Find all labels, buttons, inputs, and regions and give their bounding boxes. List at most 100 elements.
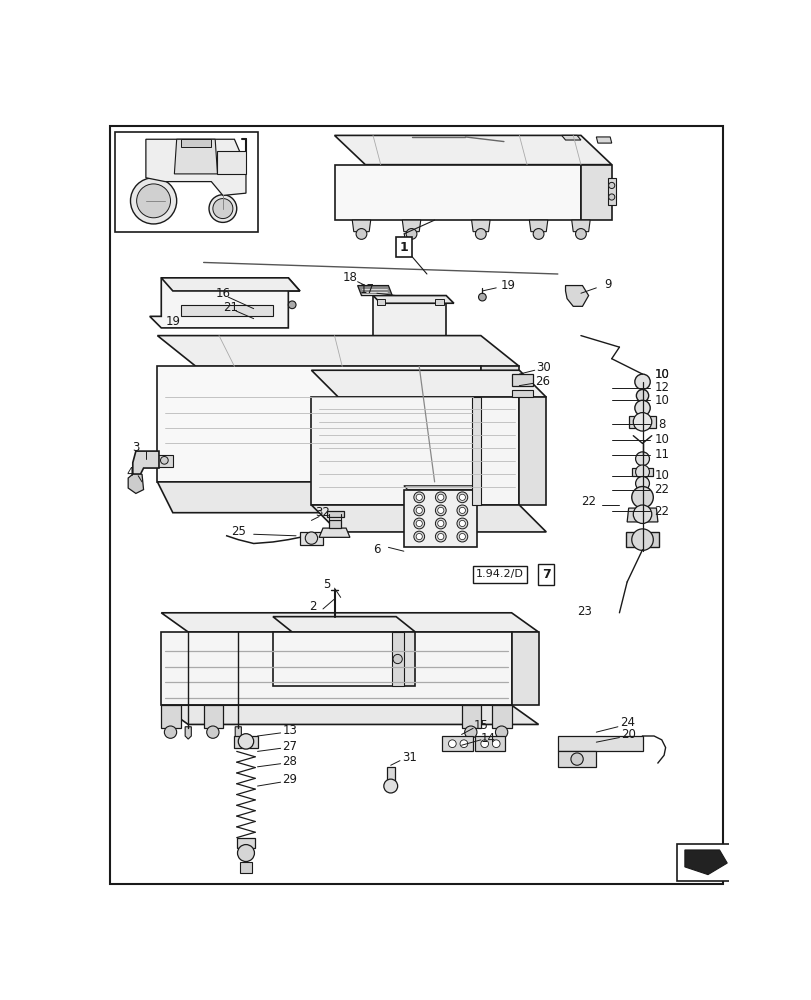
Circle shape bbox=[437, 494, 444, 500]
Circle shape bbox=[164, 726, 177, 738]
Text: 16: 16 bbox=[215, 287, 230, 300]
Polygon shape bbox=[474, 736, 504, 751]
Polygon shape bbox=[174, 139, 217, 174]
Circle shape bbox=[634, 374, 650, 390]
Polygon shape bbox=[557, 751, 595, 767]
Polygon shape bbox=[557, 736, 642, 751]
Text: 1.94.2/D: 1.94.2/D bbox=[475, 569, 523, 579]
Polygon shape bbox=[133, 451, 159, 474]
Polygon shape bbox=[471, 220, 490, 232]
Text: 15: 15 bbox=[473, 719, 487, 732]
Text: 23: 23 bbox=[577, 605, 591, 618]
Text: 9: 9 bbox=[603, 278, 611, 291]
Circle shape bbox=[459, 533, 465, 540]
Polygon shape bbox=[442, 736, 473, 751]
Circle shape bbox=[636, 389, 648, 402]
Polygon shape bbox=[403, 490, 476, 547]
Polygon shape bbox=[607, 178, 615, 205]
Polygon shape bbox=[529, 220, 547, 232]
Circle shape bbox=[457, 518, 467, 529]
Polygon shape bbox=[334, 165, 580, 220]
Polygon shape bbox=[626, 508, 657, 522]
Polygon shape bbox=[319, 528, 350, 537]
Circle shape bbox=[457, 492, 467, 503]
Text: 3: 3 bbox=[132, 441, 139, 454]
Polygon shape bbox=[115, 132, 257, 232]
Circle shape bbox=[414, 505, 424, 516]
Polygon shape bbox=[372, 296, 445, 343]
Polygon shape bbox=[157, 336, 519, 366]
Polygon shape bbox=[109, 126, 722, 884]
Polygon shape bbox=[157, 366, 480, 482]
Circle shape bbox=[533, 229, 543, 239]
Text: 29: 29 bbox=[282, 773, 297, 786]
Text: 14: 14 bbox=[480, 732, 496, 745]
Polygon shape bbox=[272, 632, 396, 686]
Polygon shape bbox=[328, 520, 341, 528]
Polygon shape bbox=[392, 632, 403, 686]
Circle shape bbox=[437, 507, 444, 513]
Polygon shape bbox=[161, 705, 180, 728]
Text: 28: 28 bbox=[282, 755, 297, 768]
Circle shape bbox=[635, 477, 649, 490]
Polygon shape bbox=[239, 862, 252, 873]
Polygon shape bbox=[161, 613, 538, 632]
Polygon shape bbox=[204, 705, 222, 728]
Text: 13: 13 bbox=[282, 724, 297, 737]
Circle shape bbox=[437, 520, 444, 527]
Polygon shape bbox=[511, 632, 538, 705]
Text: 8: 8 bbox=[657, 418, 665, 431]
Text: 24: 24 bbox=[619, 716, 634, 729]
Text: 7: 7 bbox=[541, 568, 550, 581]
Polygon shape bbox=[128, 474, 144, 493]
Polygon shape bbox=[161, 705, 538, 724]
Polygon shape bbox=[676, 844, 734, 881]
Polygon shape bbox=[624, 532, 659, 547]
Polygon shape bbox=[299, 532, 323, 545]
Circle shape bbox=[635, 452, 649, 466]
Polygon shape bbox=[396, 632, 415, 686]
Circle shape bbox=[635, 465, 649, 479]
Text: 10: 10 bbox=[654, 433, 668, 446]
Text: 22: 22 bbox=[581, 495, 595, 508]
Circle shape bbox=[475, 229, 486, 239]
Text: 11: 11 bbox=[654, 448, 668, 461]
Circle shape bbox=[495, 726, 507, 738]
Polygon shape bbox=[334, 135, 611, 165]
Polygon shape bbox=[311, 397, 519, 505]
Circle shape bbox=[435, 518, 445, 529]
Circle shape bbox=[435, 531, 445, 542]
Polygon shape bbox=[234, 736, 257, 748]
Text: 17: 17 bbox=[359, 283, 374, 296]
Circle shape bbox=[212, 199, 233, 219]
Circle shape bbox=[460, 740, 467, 748]
Text: 20: 20 bbox=[620, 728, 635, 741]
Circle shape bbox=[608, 194, 614, 200]
Circle shape bbox=[131, 178, 177, 224]
Text: 12: 12 bbox=[654, 381, 668, 394]
Polygon shape bbox=[157, 482, 519, 513]
Polygon shape bbox=[491, 705, 511, 728]
Text: 19: 19 bbox=[165, 315, 180, 328]
Polygon shape bbox=[471, 397, 480, 505]
Polygon shape bbox=[403, 486, 480, 490]
Polygon shape bbox=[357, 286, 392, 296]
Polygon shape bbox=[149, 278, 299, 328]
Text: 18: 18 bbox=[342, 271, 357, 284]
Circle shape bbox=[459, 507, 465, 513]
Polygon shape bbox=[180, 139, 211, 147]
Circle shape bbox=[575, 229, 586, 239]
Circle shape bbox=[414, 518, 424, 529]
Circle shape bbox=[238, 734, 253, 749]
Polygon shape bbox=[571, 220, 590, 232]
Circle shape bbox=[633, 505, 651, 523]
Text: 2: 2 bbox=[309, 600, 316, 613]
Circle shape bbox=[570, 753, 582, 765]
Circle shape bbox=[415, 533, 422, 540]
Polygon shape bbox=[180, 305, 272, 316]
Polygon shape bbox=[461, 705, 480, 728]
Polygon shape bbox=[386, 767, 394, 782]
Polygon shape bbox=[311, 505, 546, 532]
Text: 22: 22 bbox=[654, 483, 668, 496]
Text: 19: 19 bbox=[500, 279, 515, 292]
